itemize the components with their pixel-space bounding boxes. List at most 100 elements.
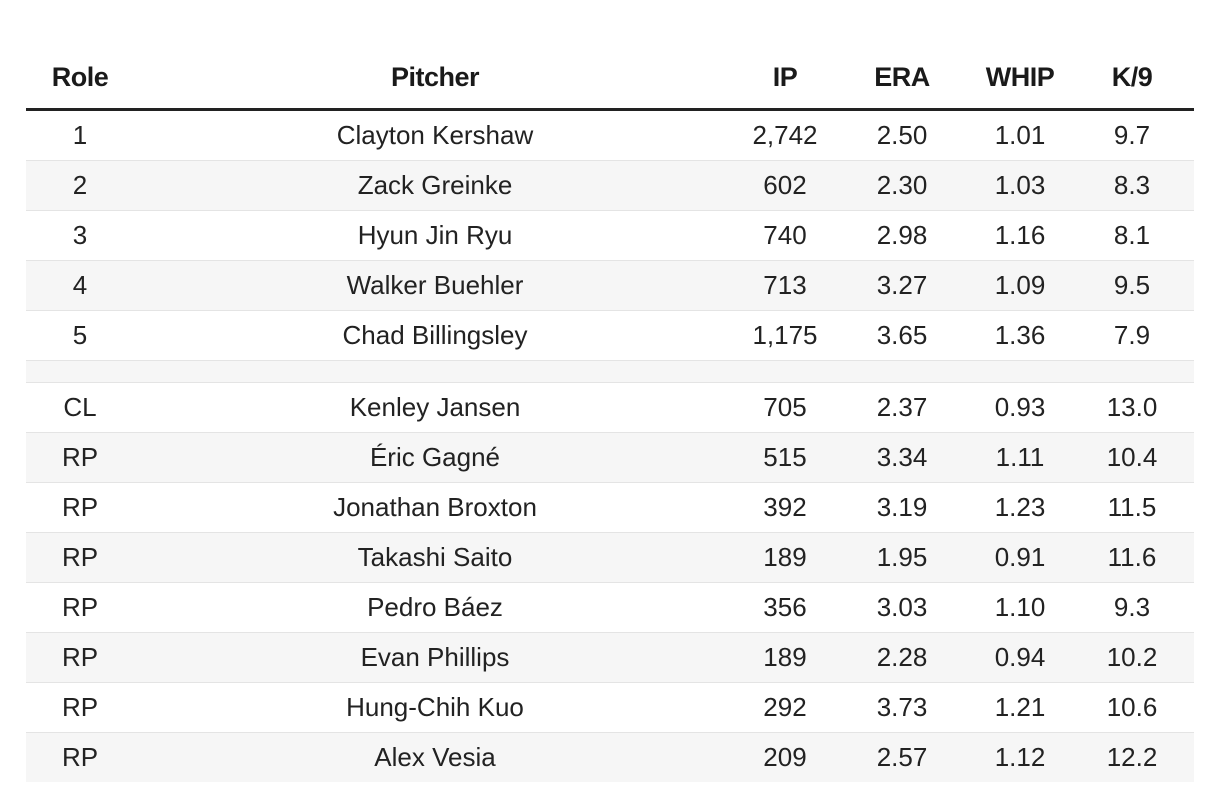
cell-role: RP [26, 682, 134, 733]
cell-k9: 10.4 [1070, 432, 1194, 483]
cell-role: RP [26, 582, 134, 633]
cell-role: 1 [26, 109, 134, 161]
cell-pitcher: Zack Greinke [134, 160, 736, 211]
cell-ip: 392 [736, 482, 834, 533]
cell-ip: 356 [736, 582, 834, 633]
pitching-staff-table: Role Pitcher IP ERA WHIP K/9 1 Clayton K… [26, 46, 1194, 782]
cell-role: 2 [26, 160, 134, 211]
table-row: RP Pedro Báez 356 3.03 1.10 9.3 [26, 582, 1194, 633]
cell-ip: 292 [736, 682, 834, 733]
cell-era: 1.95 [834, 532, 970, 583]
cell-pitcher: Pedro Báez [134, 582, 736, 633]
cell-k9: 8.1 [1070, 210, 1194, 261]
cell-pitcher: Kenley Jansen [134, 382, 736, 433]
table-row: RP Éric Gagné 515 3.34 1.11 10.4 [26, 432, 1194, 483]
column-header-pitcher[interactable]: Pitcher [134, 46, 736, 111]
table-row: RP Hung-Chih Kuo 292 3.73 1.21 10.6 [26, 682, 1194, 733]
cell-whip: 1.36 [970, 310, 1070, 361]
cell-era: 3.27 [834, 260, 970, 311]
cell-role: 5 [26, 310, 134, 361]
cell-ip: 705 [736, 382, 834, 433]
cell-role: RP [26, 532, 134, 583]
cell-era: 2.50 [834, 109, 970, 161]
cell-whip: 1.01 [970, 109, 1070, 161]
cell-pitcher: Alex Vesia [134, 732, 736, 782]
cell-ip: 2,742 [736, 109, 834, 161]
table-row: 2 Zack Greinke 602 2.30 1.03 8.3 [26, 160, 1194, 211]
cell-ip: 1,175 [736, 310, 834, 361]
cell-k9: 8.3 [1070, 160, 1194, 211]
pitching-staff-table-container: Role Pitcher IP ERA WHIP K/9 1 Clayton K… [26, 46, 1194, 782]
cell-pitcher: Takashi Saito [134, 532, 736, 583]
cell-whip: 1.23 [970, 482, 1070, 533]
cell-k9: 7.9 [1070, 310, 1194, 361]
cell-k9: 13.0 [1070, 382, 1194, 433]
cell-role: RP [26, 632, 134, 683]
cell-ip: 209 [736, 732, 834, 782]
cell-era: 3.73 [834, 682, 970, 733]
cell-whip: 1.03 [970, 160, 1070, 211]
cell-whip: 0.93 [970, 382, 1070, 433]
cell-role: RP [26, 432, 134, 483]
table-row: CL Kenley Jansen 705 2.37 0.93 13.0 [26, 382, 1194, 433]
cell-role: 3 [26, 210, 134, 261]
cell-whip: 1.11 [970, 432, 1070, 483]
cell-era: 3.19 [834, 482, 970, 533]
cell-era: 3.03 [834, 582, 970, 633]
cell-k9: 9.5 [1070, 260, 1194, 311]
cell-whip: 1.21 [970, 682, 1070, 733]
cell-k9: 12.2 [1070, 732, 1194, 782]
table-row: 1 Clayton Kershaw 2,742 2.50 1.01 9.7 [26, 109, 1194, 161]
cell-pitcher: Hyun Jin Ryu [134, 210, 736, 261]
cell-ip: 189 [736, 532, 834, 583]
table-row: RP Alex Vesia 209 2.57 1.12 12.2 [26, 732, 1194, 782]
cell-k9: 9.3 [1070, 582, 1194, 633]
cell-ip: 602 [736, 160, 834, 211]
cell-era: 3.34 [834, 432, 970, 483]
cell-era: 2.30 [834, 160, 970, 211]
column-header-whip[interactable]: WHIP [970, 46, 1070, 111]
cell-pitcher: Jonathan Broxton [134, 482, 736, 533]
cell-whip: 1.10 [970, 582, 1070, 633]
table-row: 4 Walker Buehler 713 3.27 1.09 9.5 [26, 260, 1194, 311]
cell-k9: 11.6 [1070, 532, 1194, 583]
table-row: 5 Chad Billingsley 1,175 3.65 1.36 7.9 [26, 310, 1194, 361]
cell-pitcher: Éric Gagné [134, 432, 736, 483]
column-header-role[interactable]: Role [26, 46, 134, 111]
group-separator-row [26, 360, 1194, 383]
column-header-ip[interactable]: IP [736, 46, 834, 111]
cell-ip: 740 [736, 210, 834, 261]
table-row: 3 Hyun Jin Ryu 740 2.98 1.16 8.1 [26, 210, 1194, 261]
cell-whip: 1.09 [970, 260, 1070, 311]
cell-era: 2.37 [834, 382, 970, 433]
cell-k9: 10.6 [1070, 682, 1194, 733]
cell-whip: 0.91 [970, 532, 1070, 583]
cell-pitcher: Evan Phillips [134, 632, 736, 683]
column-header-k9[interactable]: K/9 [1070, 46, 1194, 111]
cell-role: RP [26, 732, 134, 782]
table-row: RP Evan Phillips 189 2.28 0.94 10.2 [26, 632, 1194, 683]
cell-role: RP [26, 482, 134, 533]
group-separator-cell [26, 360, 1194, 383]
table-header-row: Role Pitcher IP ERA WHIP K/9 [26, 46, 1194, 111]
cell-k9: 11.5 [1070, 482, 1194, 533]
cell-pitcher: Hung-Chih Kuo [134, 682, 736, 733]
cell-whip: 1.16 [970, 210, 1070, 261]
table-row: RP Takashi Saito 189 1.95 0.91 11.6 [26, 532, 1194, 583]
cell-era: 2.57 [834, 732, 970, 782]
cell-ip: 713 [736, 260, 834, 311]
cell-ip: 189 [736, 632, 834, 683]
cell-pitcher: Clayton Kershaw [134, 109, 736, 161]
cell-whip: 0.94 [970, 632, 1070, 683]
cell-era: 2.98 [834, 210, 970, 261]
column-header-era[interactable]: ERA [834, 46, 970, 111]
table-row: RP Jonathan Broxton 392 3.19 1.23 11.5 [26, 482, 1194, 533]
cell-k9: 9.7 [1070, 109, 1194, 161]
cell-ip: 515 [736, 432, 834, 483]
cell-pitcher: Walker Buehler [134, 260, 736, 311]
cell-whip: 1.12 [970, 732, 1070, 782]
cell-era: 2.28 [834, 632, 970, 683]
cell-era: 3.65 [834, 310, 970, 361]
cell-k9: 10.2 [1070, 632, 1194, 683]
cell-pitcher: Chad Billingsley [134, 310, 736, 361]
